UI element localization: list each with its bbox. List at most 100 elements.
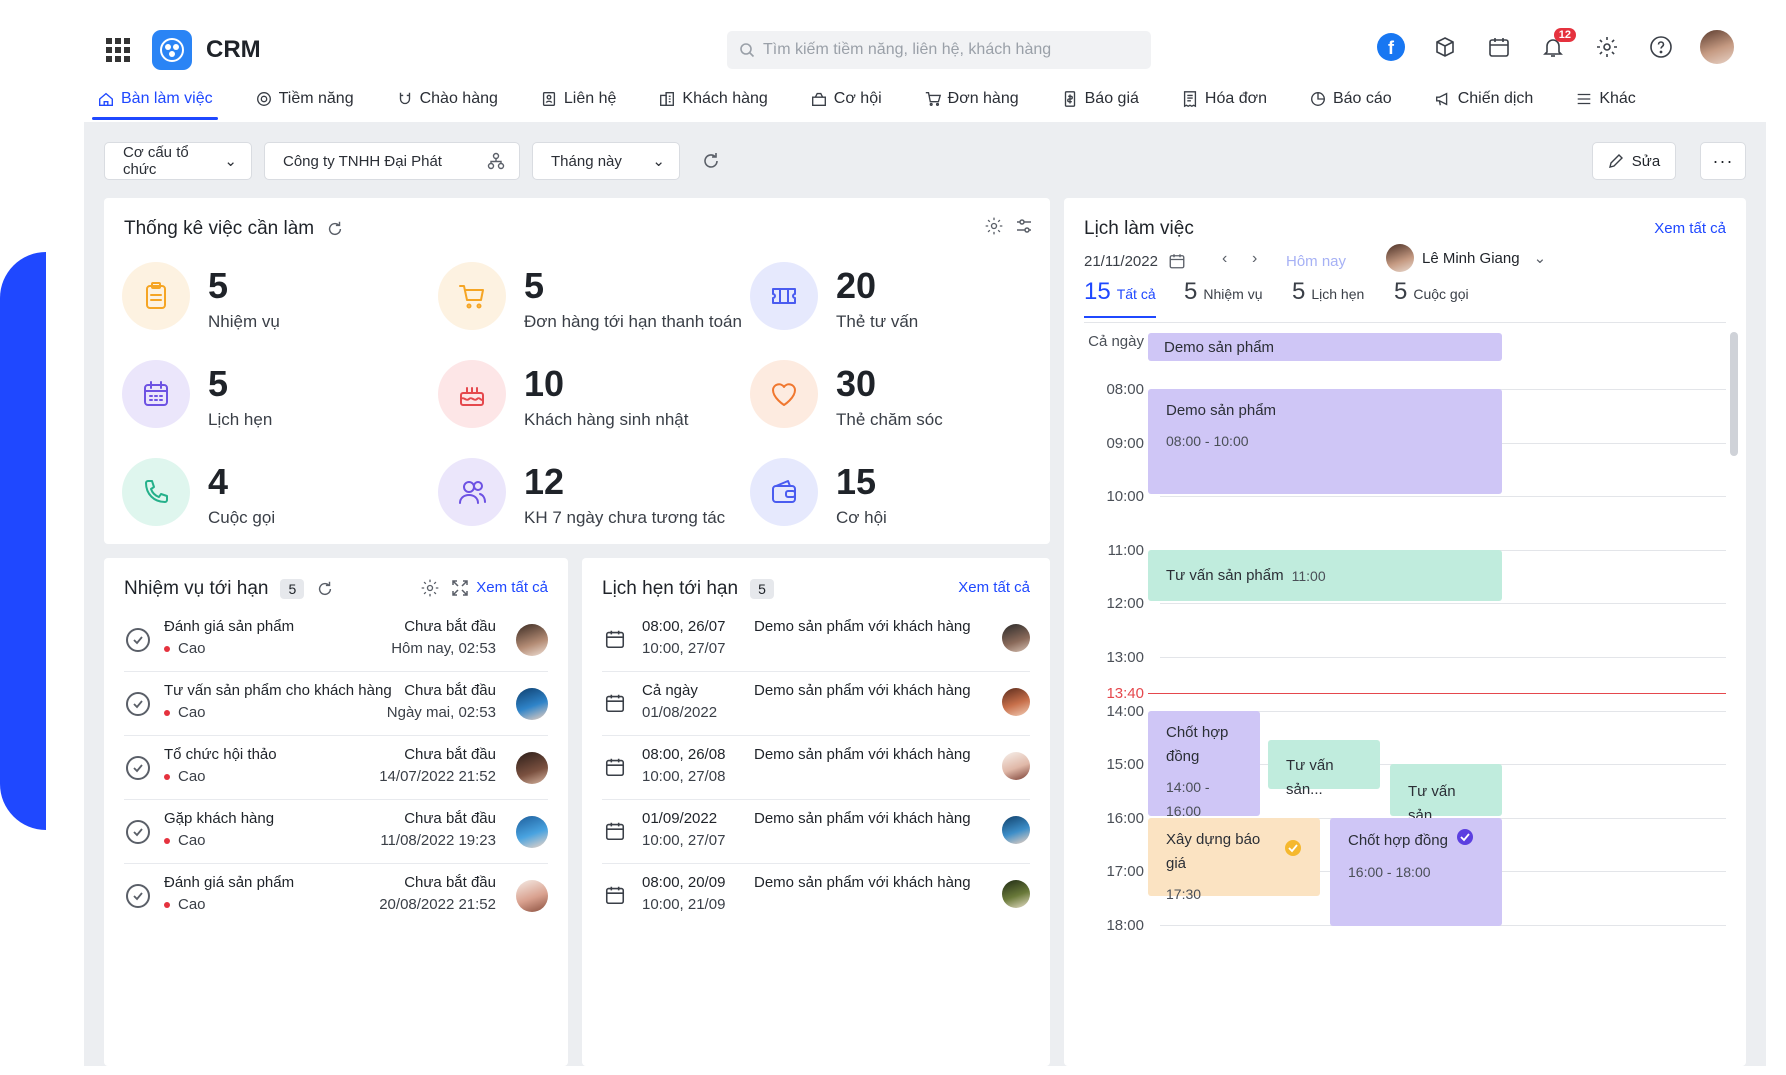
task-complete-checkbox[interactable] — [126, 692, 150, 716]
settings-gear-icon[interactable] — [1590, 30, 1624, 64]
appointment-row[interactable]: 08:00, 26/08 10:00, 27/08 Demo sản phẩm vớ… — [602, 736, 1030, 800]
facebook-icon[interactable]: f — [1374, 30, 1408, 64]
refresh-icon[interactable] — [316, 580, 334, 598]
settings-gear-icon[interactable] — [984, 216, 1004, 236]
nav-item-3[interactable]: Liên hệ — [527, 76, 630, 122]
stat-item[interactable]: 4 Cuộc gọi — [122, 458, 275, 528]
nav-item-5[interactable]: Cơ hội — [797, 76, 895, 122]
schedule-event[interactable]: Xây dựng báo giá 17:30 — [1148, 818, 1320, 902]
priority-label: Cao — [178, 896, 206, 913]
appointment-row[interactable]: 08:00, 26/07 10:00, 27/07 Demo sản phẩm vớ… — [602, 608, 1030, 672]
allday-event[interactable]: Demo sản phẩm — [1148, 333, 1502, 361]
schedule-tab[interactable]: 15 Tất cả — [1084, 278, 1156, 318]
schedule-tab[interactable]: 5 Lịch hẹn — [1292, 278, 1364, 316]
schedule-tab[interactable]: 5 Cuộc gọi — [1394, 278, 1469, 316]
user-avatar — [1386, 244, 1414, 272]
schedule-event[interactable]: Tư vấn sản... — [1268, 740, 1380, 798]
nav-item-6[interactable]: Đơn hàng — [911, 76, 1032, 122]
filter-sliders-icon[interactable] — [1014, 216, 1034, 236]
schedule-scrollbar[interactable] — [1730, 332, 1738, 456]
schedule-event[interactable]: Chốt hợp đồng 14:00 - 16:00 — [1148, 711, 1260, 819]
task-row[interactable]: Gặp khách hàng Cao Chưa bắt đầu 11/08/2022 … — [124, 800, 548, 864]
due-tasks-header: Nhiệm vụ tới hạn 5 — [124, 578, 334, 600]
nav-item-1[interactable]: Tiềm năng — [242, 76, 367, 122]
app-launcher-icon[interactable] — [106, 38, 130, 62]
task-complete-checkbox[interactable] — [126, 756, 150, 780]
nav-label: Liên hệ — [563, 90, 617, 107]
appointment-row[interactable]: Cả ngày 01/08/2022 Demo sản phẩm với khách… — [602, 672, 1030, 736]
stat-item[interactable]: 10 Khách hàng sinh nhật — [438, 360, 688, 430]
schedule-date-picker[interactable]: 21/11/2022 — [1084, 252, 1186, 270]
schedule-view-all-link[interactable]: Xem tất cả — [1654, 220, 1726, 237]
event-title: Xây dựng báo giá — [1166, 828, 1302, 876]
event-title-text: Demo sản phẩm — [1166, 402, 1277, 419]
company-select[interactable]: Công ty TNHH Đại Phát — [264, 142, 520, 180]
nav-label: Khách hàng — [682, 90, 768, 107]
schedule-event[interactable]: Tư vấn sản... — [1390, 764, 1502, 824]
nav-item-7[interactable]: Báo giá — [1048, 76, 1152, 122]
package-icon[interactable] — [1428, 30, 1462, 64]
expand-icon[interactable] — [450, 578, 470, 598]
refresh-icon[interactable] — [326, 220, 344, 238]
global-search-input[interactable]: Tìm kiếm tiềm năng, liên hệ, khách hàng — [727, 31, 1151, 69]
stat-item[interactable]: 12 KH 7 ngày chưa tương tác — [438, 458, 725, 528]
edit-button[interactable]: Sửa — [1592, 142, 1676, 180]
stat-item[interactable]: 20 Thẻ tư vấn — [750, 262, 918, 332]
chevron-right-icon[interactable]: › — [1252, 250, 1258, 267]
task-complete-checkbox[interactable] — [126, 820, 150, 844]
due-tasks-card: Nhiệm vụ tới hạn 5 Xem tất cả Đánh giá s… — [104, 558, 568, 1066]
nav-item-2[interactable]: Chào hàng — [383, 76, 511, 122]
opportunity-icon — [811, 92, 826, 106]
stat-item[interactable]: 5 Đơn hàng tới hạn thanh toán — [438, 262, 742, 332]
task-row[interactable]: Đánh giá sản phẩm Cao Chưa bắt đầu Hôm nay,… — [124, 608, 548, 672]
stat-item[interactable]: 15 Cơ hội — [750, 458, 887, 528]
appointments-view-all-link[interactable]: Xem tất cả — [958, 579, 1030, 596]
user-avatar[interactable] — [1698, 28, 1736, 66]
task-row[interactable]: Đánh giá sản phẩm Cao Chưa bắt đầu 20/08/20… — [124, 864, 548, 928]
appointment-end: 10:00, 27/07 — [642, 640, 726, 657]
nav-label: Đơn hàng — [947, 90, 1019, 107]
nav-item-9[interactable]: Báo cáo — [1296, 76, 1405, 122]
schedule-user-select[interactable]: Lê Minh Giang ⌄ — [1386, 244, 1546, 272]
notification-bell-icon[interactable]: 12 — [1536, 28, 1576, 64]
calendar-icon — [604, 820, 626, 846]
chevron-left-icon[interactable]: ‹ — [1222, 250, 1228, 267]
report-icon — [1311, 92, 1325, 106]
stat-label: Lịch hẹn — [208, 410, 273, 429]
task-complete-checkbox[interactable] — [126, 884, 150, 908]
org-structure-select[interactable]: Cơ cấu tổ chức ⌄ — [104, 142, 252, 180]
schedule-event[interactable]: Demo sản phẩm 08:00 - 10:00 — [1148, 389, 1502, 494]
refresh-button[interactable] — [692, 142, 730, 180]
task-row[interactable]: Tư vấn sản phẩm cho khách hàng Cao Chưa bắ… — [124, 672, 548, 736]
event-time: 08:00 - 10:00 — [1166, 433, 1249, 449]
tasks-view-all-link[interactable]: Xem tất cả — [476, 579, 548, 596]
stat-item[interactable]: 5 Nhiệm vụ — [122, 262, 280, 332]
schedule-tab[interactable]: 5 Nhiệm vụ — [1184, 278, 1263, 316]
stat-item[interactable]: 5 Lịch hẹn — [122, 360, 272, 430]
appointment-row[interactable]: 08:00, 20/09 10:00, 21/09 Demo sản phẩm vớ… — [602, 864, 1030, 928]
help-icon[interactable] — [1644, 30, 1678, 64]
contact-icon — [542, 92, 555, 106]
nav-item-8[interactable]: Hóa đơn — [1168, 76, 1280, 122]
attendee-avatar — [1002, 816, 1030, 844]
divider — [1084, 322, 1726, 323]
task-row[interactable]: Tổ chức hội thảo Cao Chưa bắt đầu 14/07/202… — [124, 736, 548, 800]
settings-gear-icon[interactable] — [420, 578, 440, 598]
stat-item[interactable]: 30 Thẻ chăm sóc — [750, 360, 943, 430]
nav-item-11[interactable]: Khác — [1562, 76, 1648, 122]
appointment-row[interactable]: 01/09/2022 10:00, 27/07 Demo sản phẩm với … — [602, 800, 1030, 864]
nav-item-4[interactable]: Khách hàng — [645, 76, 780, 122]
schedule-event[interactable]: Tư vấn sản phẩm 11:00 — [1148, 550, 1502, 601]
nav-item-10[interactable]: Chiến dịch — [1421, 76, 1547, 122]
search-placeholder: Tìm kiếm tiềm năng, liên hệ, khách hàng — [763, 41, 1052, 58]
calendar-icon — [604, 692, 626, 718]
calendar-icon[interactable] — [1482, 30, 1516, 64]
event-title-text: Tư vấn sản... — [1286, 757, 1334, 798]
period-select[interactable]: Tháng này ⌄ — [532, 142, 680, 180]
nav-item-0[interactable]: Bàn làm việc — [84, 76, 226, 122]
today-button[interactable]: Hôm nay — [1286, 253, 1347, 270]
task-complete-checkbox[interactable] — [126, 628, 150, 652]
schedule-event[interactable]: Chốt hợp đồng 16:00 - 18:00 — [1330, 818, 1502, 926]
more-options-button[interactable]: ··· — [1700, 142, 1746, 180]
hour-label: 10:00 — [1106, 488, 1144, 505]
